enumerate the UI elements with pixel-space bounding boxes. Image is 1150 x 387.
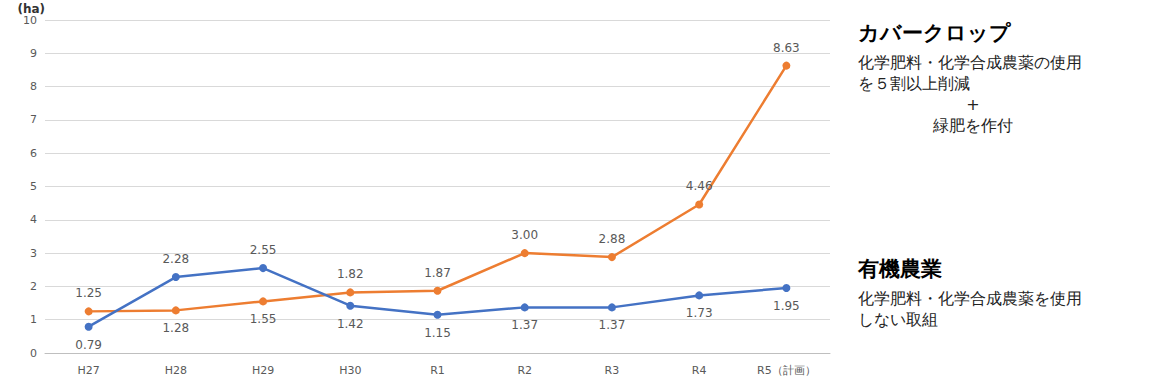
svg-text:1.95: 1.95	[773, 299, 800, 313]
svg-text:9: 9	[30, 47, 37, 60]
svg-text:3.00: 3.00	[511, 228, 538, 242]
svg-text:5: 5	[30, 180, 37, 193]
svg-text:R1: R1	[430, 364, 445, 377]
svg-text:1.37: 1.37	[599, 318, 626, 332]
svg-text:1.37: 1.37	[511, 318, 538, 332]
svg-text:2.55: 2.55	[250, 243, 277, 257]
svg-text:1.28: 1.28	[162, 321, 189, 335]
svg-text:R3: R3	[605, 364, 620, 377]
svg-text:+: +	[966, 95, 979, 114]
svg-text:H30: H30	[339, 364, 361, 377]
svg-text:7: 7	[30, 113, 37, 126]
svg-text:8: 8	[30, 80, 37, 93]
svg-text:R5（計画）: R5（計画）	[757, 364, 816, 377]
svg-text:しない取組: しない取組	[858, 310, 938, 329]
svg-text:0.79: 0.79	[75, 338, 102, 352]
svg-text:1.25: 1.25	[75, 286, 102, 300]
svg-text:1.15: 1.15	[424, 326, 451, 340]
svg-text:H28: H28	[165, 364, 187, 377]
svg-text:1.55: 1.55	[250, 312, 277, 326]
svg-text:2.88: 2.88	[599, 232, 626, 246]
svg-text:R2: R2	[517, 364, 532, 377]
svg-text:H27: H27	[77, 364, 99, 377]
svg-text:化学肥料・化学合成農薬の使用: 化学肥料・化学合成農薬の使用	[858, 53, 1082, 72]
svg-text:2.28: 2.28	[162, 252, 189, 266]
svg-text:4.46: 4.46	[686, 179, 713, 193]
svg-text:を５割以上削減: を５割以上削減	[858, 74, 970, 93]
svg-text:(ha): (ha)	[17, 1, 45, 16]
svg-text:0: 0	[30, 347, 37, 360]
svg-text:化学肥料・化学合成農薬を使用: 化学肥料・化学合成農薬を使用	[858, 289, 1082, 308]
svg-text:4: 4	[30, 213, 37, 226]
svg-text:カバークロップ: カバークロップ	[858, 21, 1011, 45]
svg-text:6: 6	[30, 147, 37, 160]
svg-text:2: 2	[30, 280, 37, 293]
svg-text:H29: H29	[252, 364, 274, 377]
svg-text:10: 10	[23, 14, 37, 27]
svg-text:8.63: 8.63	[773, 41, 800, 55]
svg-text:1.87: 1.87	[424, 266, 451, 280]
svg-text:1.42: 1.42	[337, 317, 364, 331]
svg-text:1.73: 1.73	[686, 306, 713, 320]
svg-text:1: 1	[30, 313, 37, 326]
svg-text:R4: R4	[692, 364, 707, 377]
svg-text:3: 3	[30, 247, 37, 260]
svg-text:有機農業: 有機農業	[857, 257, 942, 281]
svg-text:緑肥を作付: 緑肥を作付	[932, 116, 1013, 135]
svg-text:1.82: 1.82	[337, 267, 364, 281]
